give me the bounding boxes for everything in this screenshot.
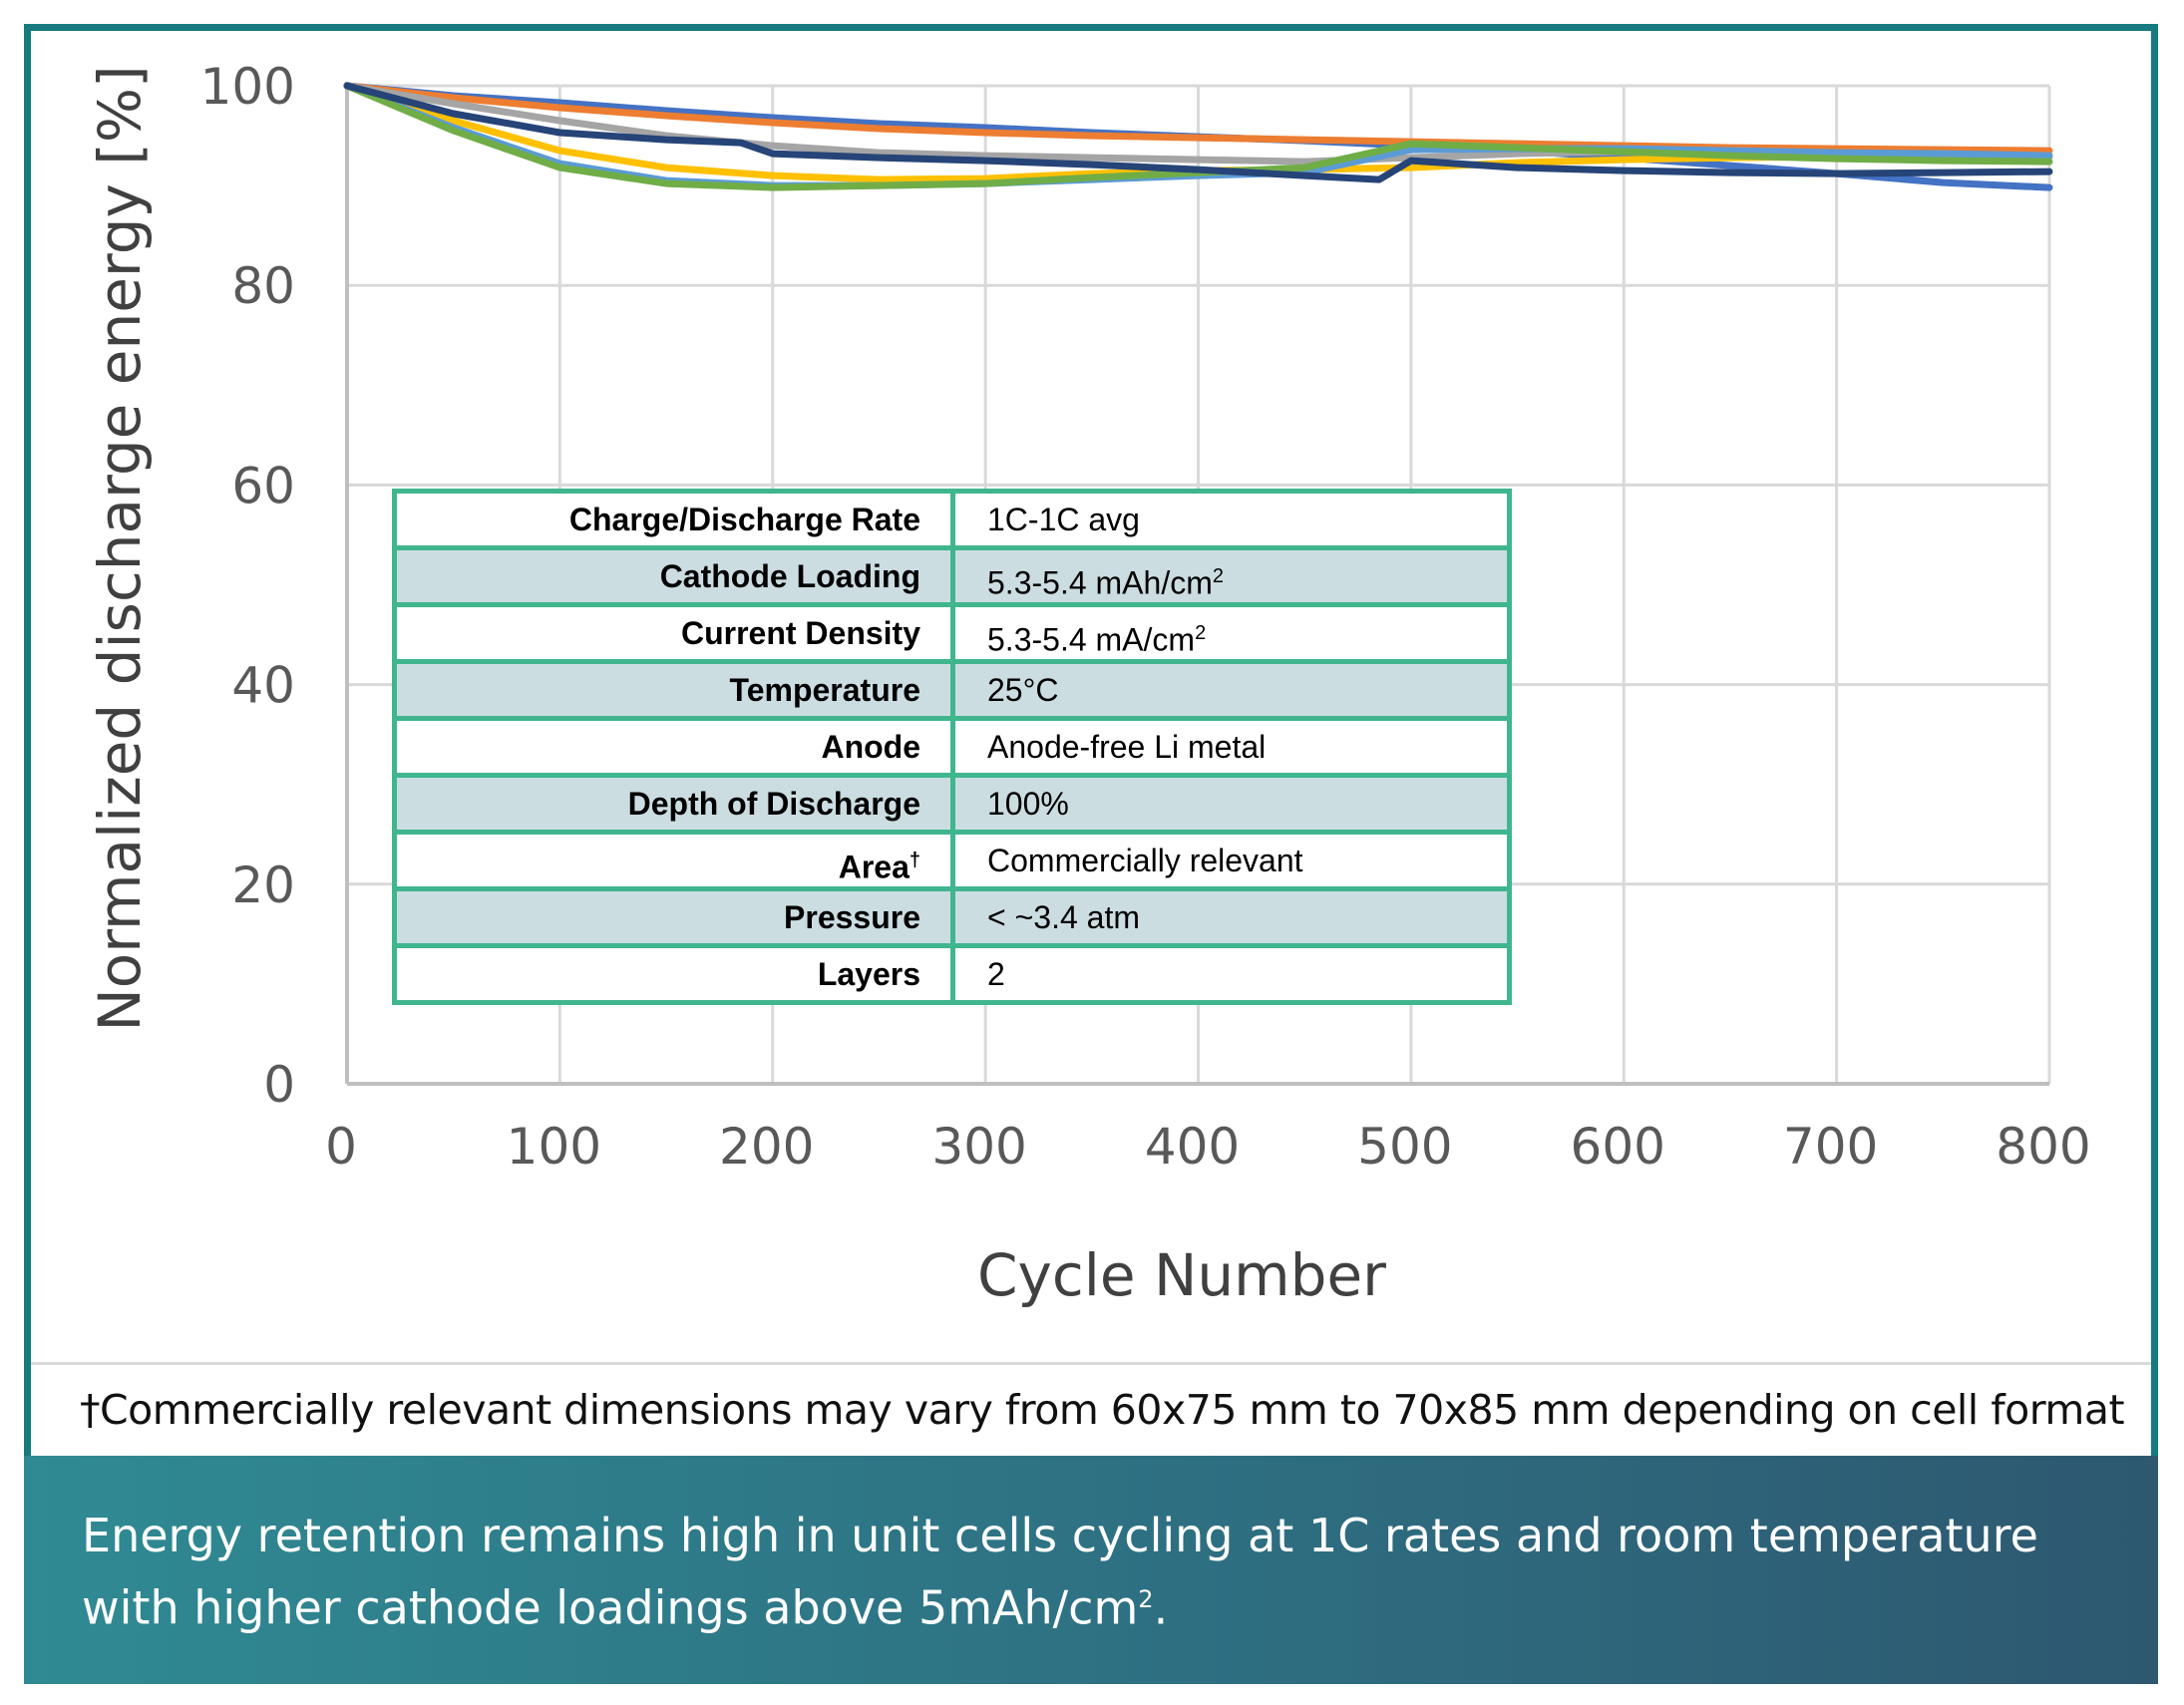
param-label: Temperature (397, 664, 955, 716)
param-label: Anode (397, 721, 955, 773)
param-value: < ~3.4 atm (987, 899, 1140, 935)
table-row: Temperature 25°C (397, 664, 1507, 721)
param-label: Current Density (397, 607, 955, 659)
param-value-sup: 2 (1195, 622, 1207, 644)
x-tick-label: 500 (1357, 1118, 1452, 1176)
param-value: 5.3-5.4 mAh/cm2 (987, 564, 1224, 601)
caption: Energy retention remains high in unit ce… (82, 1504, 2126, 1639)
param-value: 1C-1C avg (987, 502, 1140, 537)
x-tick-label: 600 (1571, 1118, 1665, 1176)
x-tick-label: 300 (931, 1118, 1026, 1176)
param-value: Anode-free Li metal (987, 729, 1267, 765)
table-row: Cathode Loading 5.3-5.4 mAh/cm2 (397, 550, 1507, 607)
caption-band (24, 1456, 2158, 1684)
param-value: 100% (987, 786, 1069, 822)
param-label: Pressure (397, 891, 955, 943)
param-value-sup: 2 (1212, 565, 1224, 587)
caption-text: Energy retention remains high in unit ce… (82, 1509, 2038, 1635)
table-row: Current Density 5.3-5.4 mA/cm2 (397, 607, 1507, 664)
series-line-cell-navy (343, 82, 2053, 183)
table-row: Anode Anode-free Li metal (397, 721, 1507, 778)
param-label: Layers (397, 948, 955, 1005)
param-value: 25°C (987, 672, 1059, 708)
param-label-sup: † (909, 850, 920, 871)
table-row: Layers 2 (397, 948, 1507, 1005)
y-tick-label: 60 (231, 457, 295, 514)
caption-end: . (1153, 1580, 1169, 1635)
table-row: Depth of Discharge 100% (397, 778, 1507, 835)
table-row: Charge/Discharge Rate 1C-1C avg (397, 494, 1507, 550)
test-parameters-table: Charge/Discharge Rate 1C-1C avg Cathode Lo… (392, 489, 1512, 1005)
y-tick-label: 0 (263, 1056, 295, 1114)
param-label: Charge/Discharge Rate (397, 494, 955, 545)
table-row: Area† Commercially relevant (397, 835, 1507, 891)
x-axis-title: Cycle Number (977, 1241, 1386, 1309)
x-tick-label: 100 (507, 1118, 601, 1176)
x-tick-label: 200 (719, 1118, 814, 1176)
footnote: †Commercially relevant dimensions may va… (80, 1386, 2125, 1434)
y-axis-title: Normalized discharge energy [%] (86, 65, 154, 1032)
table-row: Pressure < ~3.4 atm (397, 891, 1507, 948)
y-tick-label: 80 (231, 257, 295, 315)
y-tick-label: 100 (200, 58, 295, 116)
param-label: Depth of Discharge (397, 778, 955, 830)
caption-superscript: 2 (1138, 1585, 1154, 1613)
x-tick-label: 700 (1783, 1118, 1878, 1176)
footnote-divider (31, 1362, 2151, 1365)
x-tick-label: 400 (1145, 1118, 1240, 1176)
param-value: 2 (987, 956, 1005, 992)
param-value: Commercially relevant (987, 843, 1303, 878)
x-tick-label: 0 (325, 1118, 357, 1176)
y-tick-label: 40 (231, 657, 295, 715)
param-label: Area† (397, 835, 955, 886)
y-tick-label: 20 (231, 856, 295, 914)
param-label: Cathode Loading (397, 550, 955, 602)
param-value: 5.3-5.4 mA/cm2 (987, 621, 1207, 658)
x-tick-label: 800 (1996, 1118, 2090, 1176)
